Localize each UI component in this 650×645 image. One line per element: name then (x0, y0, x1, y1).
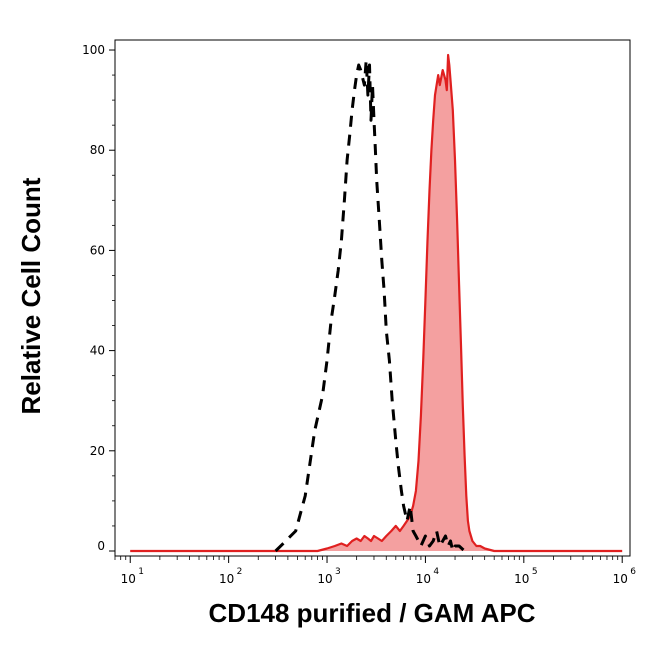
x-axis-title: CD148 purified / GAM APC (209, 598, 536, 628)
x-tick-exponent-4: 5 (532, 567, 538, 577)
y-tick-label-1: 20 (90, 444, 105, 458)
y-tick-label-3: 60 (90, 243, 105, 257)
plot-area (114, 39, 631, 557)
x-tick-exponent-2: 3 (335, 567, 341, 577)
y-tick-label-0: 0 (97, 539, 105, 553)
x-tick-label-0: 10 (121, 572, 136, 586)
x-tick-label-3: 10 (416, 572, 431, 586)
y-axis-title: Relative Cell Count (16, 177, 46, 414)
x-tick-exponent-1: 2 (237, 567, 243, 577)
series-1-area (130, 55, 623, 551)
plot-frame (114, 39, 631, 557)
y-tick-label-4: 80 (90, 143, 105, 157)
x-tick-label-1: 10 (219, 572, 234, 586)
x-tick-label-5: 10 (613, 572, 628, 586)
series-1-line (130, 53, 623, 553)
x-tick-label-4: 10 (514, 572, 529, 586)
x-tick-label-2: 10 (317, 572, 332, 586)
y-tick-label-2: 40 (90, 344, 105, 358)
series-layer (130, 53, 623, 553)
series-0-line (274, 58, 466, 553)
x-tick-exponent-3: 4 (433, 567, 439, 577)
y-tick-label-5: 100 (82, 43, 105, 57)
x-tick-exponent-5: 6 (630, 567, 636, 577)
x-tick-exponent-0: 1 (138, 567, 144, 577)
